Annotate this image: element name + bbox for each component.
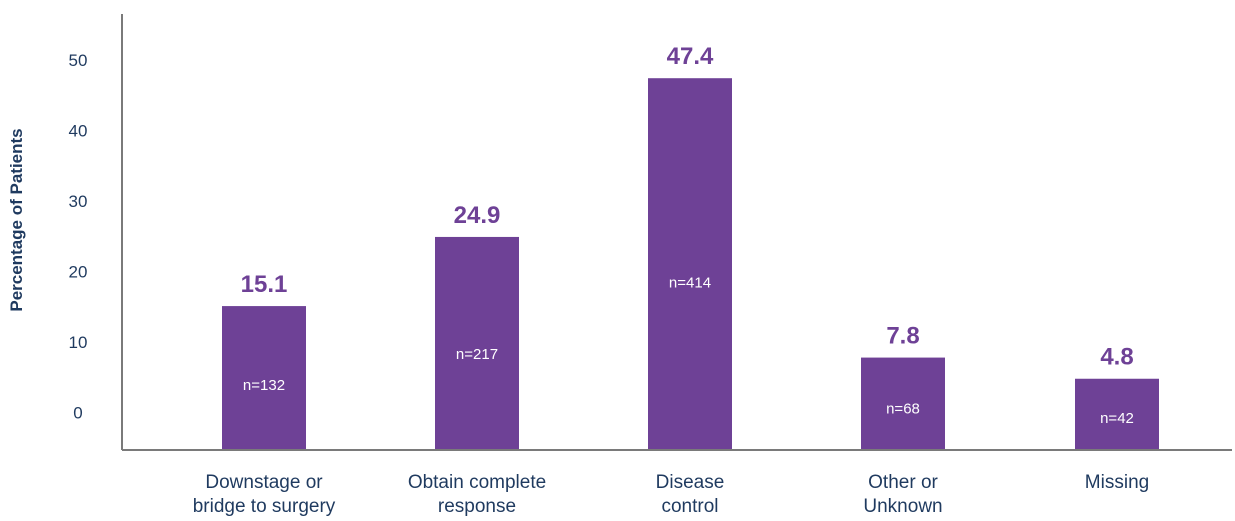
x-category-label: Missing <box>1085 472 1149 493</box>
x-category-label: Other or Unknown <box>863 472 942 517</box>
x-category-label-line: Missing <box>1085 472 1149 493</box>
bars: 15.1 n=132 24.9 n=217 47.4 n=414 7.8 n=68 4.8 n=4… <box>222 43 1159 450</box>
bar <box>1075 378 1159 450</box>
bar-n-label: n=42 <box>1100 410 1134 427</box>
bar-value-label: 4.8 <box>1100 344 1133 371</box>
bar <box>435 236 519 450</box>
x-category-label-line: bridge to surgery <box>193 496 336 517</box>
y-tick-label: 40 <box>69 121 88 140</box>
bar-n-label: n=217 <box>456 346 498 363</box>
x-category-label-line: Obtain complete <box>408 472 546 493</box>
bar <box>648 78 732 450</box>
x-category-label-line: response <box>438 496 516 517</box>
y-axis-ticks: 0 10 20 30 40 50 <box>69 51 88 423</box>
x-axis-labels: Downstage or bridge to surgery Obtain comp… <box>193 472 1149 517</box>
x-category-label-line: Disease <box>656 472 725 493</box>
x-category-label-line: control <box>661 496 718 517</box>
x-category-label: Disease control <box>656 472 725 517</box>
x-category-label-line: Unknown <box>863 496 942 517</box>
y-tick-label: 0 <box>73 404 82 423</box>
bar <box>861 357 945 450</box>
y-axis-label: Percentage of Patients <box>7 128 26 311</box>
x-category-label: Downstage or bridge to surgery <box>193 472 336 517</box>
y-tick-label: 10 <box>69 333 88 352</box>
bar-n-label: n=68 <box>886 400 920 417</box>
bar-n-label: n=414 <box>669 275 711 292</box>
y-tick-label: 50 <box>69 51 88 70</box>
bar-value-label: 47.4 <box>667 43 714 70</box>
axes <box>121 14 1232 451</box>
bar-n-label: n=132 <box>243 377 285 394</box>
x-category-label-line: Other or <box>868 472 938 493</box>
x-category-label: Obtain complete response <box>408 472 546 517</box>
bar <box>222 306 306 450</box>
x-category-label-line: Downstage or <box>205 472 323 493</box>
bar-value-label: 15.1 <box>241 271 288 298</box>
y-tick-label: 20 <box>69 263 88 282</box>
y-tick-label: 30 <box>69 192 88 211</box>
bar-value-label: 24.9 <box>454 202 501 229</box>
bar-value-label: 7.8 <box>886 323 919 350</box>
